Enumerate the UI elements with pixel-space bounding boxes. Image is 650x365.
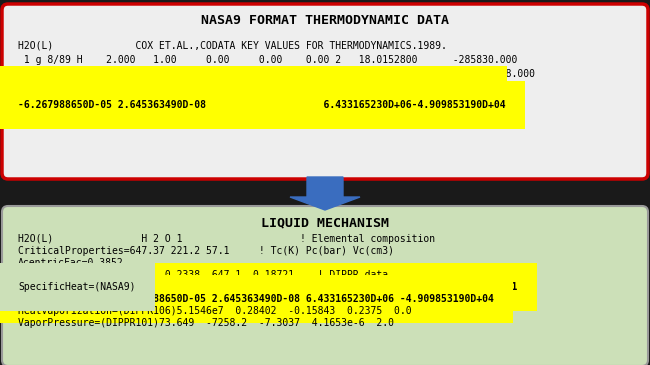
Text: HeatVaporization=(DIPPR106)5.1546e7  0.28402  -0.15843  0.2375  0.0: HeatVaporization=(DIPPR106)5.1546e7 0.28… [18,306,411,316]
Text: LIQUID MECHANISM: LIQUID MECHANISM [261,216,389,230]
Text: 8.721237810D+07-1.390875110D+06 9.157295320D+03-3.175963510D+01 6.138850760D-02: 8.721237810D+07-1.390875110D+06 9.157295… [18,85,488,95]
Text: H2O(L)               H 2 O 1                    ! Elemental composition: H2O(L) H 2 O 1 ! Elemental composition [18,234,435,244]
Polygon shape [290,177,360,210]
Text: SpecificHeat=(NASA9): SpecificHeat=(NASA9) [18,282,135,292]
Text: CriticalProperties=647.37 221.2 57.1     ! Tc(K) Pc(bar) Vc(cm3): CriticalProperties=647.37 221.2 57.1 ! T… [18,246,394,256]
FancyBboxPatch shape [2,4,648,179]
Text: AcentricFac=0.3852: AcentricFac=0.3852 [18,258,124,268]
Text: H2O(L)              COX ET.AL.,CODATA KEY VALUES FOR THERMODYNAMICS.1989.: H2O(L) COX ET.AL.,CODATA KEY VALUES FOR … [18,40,447,50]
Text: 273.150      600.0007 -2.0 -1.0  0.0  1.0  2.0  3.0  4.0  0.0             13278.: 273.150 600.0007 -2.0 -1.0 0.0 1.0 2.0 3… [18,69,535,79]
Text: Density=(DIPPR105)3.557  0.2338  647.1  0.18721    ! DIPPR data: Density=(DIPPR105)3.557 0.2338 647.1 0.1… [18,270,388,280]
Text: VaporPressure=(DIPPR101)73.649  -7258.2  -7.3037  4.1653e-6  2.0: VaporPressure=(DIPPR101)73.649 -7258.2 -… [18,318,394,328]
Text: NASA9 FORMAT THERMODYNAMIC DATA: NASA9 FORMAT THERMODYNAMIC DATA [201,14,449,27]
Text: SpecificHeat=(NASA9)8.721237810D+07 -1.390875110D+06 9.157295320D+03 -3.17596351: SpecificHeat=(NASA9)8.721237810D+07 -1.3… [18,282,517,292]
Text: 6.138850760D-02 -6.267988650D-05 2.645363490D-08 6.433165230D+06 -4.909853190D+0: 6.138850760D-02 -6.267988650D-05 2.64536… [18,294,494,304]
Text: -6.267988650D-05 2.645363490D-08                    6.433165230D+06-4.909853190D: -6.267988650D-05 2.645363490D-08 6.43316… [18,100,506,110]
FancyBboxPatch shape [2,206,648,365]
Text: 1 g 8/89 H    2.000   1.00     0.00     0.00    0.00 2   18.0152800      -285830: 1 g 8/89 H 2.000 1.00 0.00 0.00 0.00 2 1… [18,55,517,65]
